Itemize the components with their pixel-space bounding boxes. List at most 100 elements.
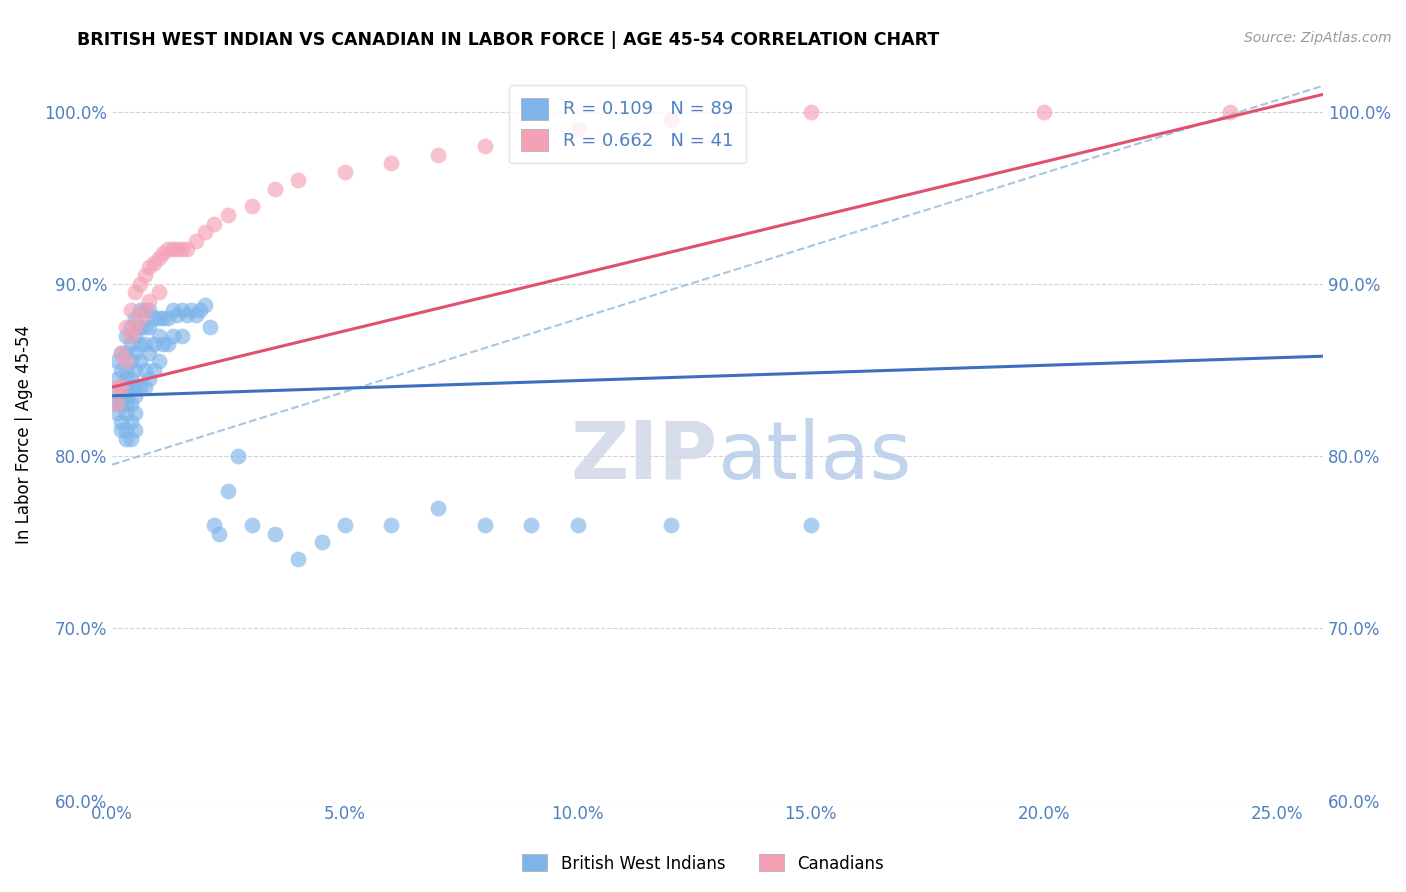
Point xyxy=(115,406,138,420)
Point xyxy=(134,363,156,377)
Point xyxy=(190,302,212,317)
Point xyxy=(170,302,193,317)
Point xyxy=(120,328,142,343)
Point xyxy=(138,294,160,309)
Point xyxy=(115,397,138,411)
Point xyxy=(120,415,142,429)
Point xyxy=(105,397,128,411)
Point xyxy=(120,354,142,368)
Point xyxy=(567,518,589,533)
Point xyxy=(180,302,202,317)
Point xyxy=(110,415,132,429)
Point xyxy=(115,432,138,446)
Point xyxy=(148,285,170,300)
Point xyxy=(129,380,152,394)
Point xyxy=(198,319,221,334)
Point xyxy=(184,308,207,322)
Y-axis label: In Labor Force | Age 45-54: In Labor Force | Age 45-54 xyxy=(15,325,32,544)
Point xyxy=(659,113,682,128)
Point xyxy=(142,363,165,377)
Point xyxy=(124,328,146,343)
Point xyxy=(1032,104,1054,119)
Point xyxy=(148,311,170,326)
Point xyxy=(176,308,198,322)
Point xyxy=(240,199,263,213)
Legend: R = 0.109   N = 89, R = 0.662   N = 41: R = 0.109 N = 89, R = 0.662 N = 41 xyxy=(509,85,745,163)
Point xyxy=(170,243,193,257)
Point xyxy=(124,363,146,377)
Point xyxy=(129,302,152,317)
Point xyxy=(264,526,287,541)
Point xyxy=(474,518,496,533)
Text: atlas: atlas xyxy=(717,417,912,496)
Point xyxy=(333,165,356,179)
Point xyxy=(204,518,226,533)
Point xyxy=(380,518,402,533)
Point xyxy=(156,311,179,326)
Point xyxy=(110,363,132,377)
Point xyxy=(105,354,128,368)
Point xyxy=(120,371,142,385)
Point xyxy=(142,256,165,270)
Point xyxy=(152,311,174,326)
Point xyxy=(142,337,165,351)
Point xyxy=(659,518,682,533)
Point xyxy=(124,380,146,394)
Point xyxy=(170,328,193,343)
Point xyxy=(120,319,142,334)
Point xyxy=(138,260,160,274)
Point xyxy=(138,319,160,334)
Point xyxy=(194,297,217,311)
Point xyxy=(287,173,309,187)
Point xyxy=(105,380,128,394)
Point xyxy=(134,302,156,317)
Point xyxy=(1219,104,1241,119)
Point xyxy=(162,302,184,317)
Point xyxy=(124,345,146,359)
Point xyxy=(115,345,138,359)
Point xyxy=(115,389,138,403)
Point xyxy=(427,500,450,515)
Point xyxy=(333,518,356,533)
Point xyxy=(162,243,184,257)
Point xyxy=(217,208,239,222)
Text: ZIP: ZIP xyxy=(571,417,717,496)
Point xyxy=(240,518,263,533)
Point xyxy=(105,389,128,403)
Point xyxy=(129,277,152,291)
Point xyxy=(142,311,165,326)
Point xyxy=(110,380,132,394)
Point xyxy=(156,337,179,351)
Point xyxy=(115,328,138,343)
Point xyxy=(110,345,132,359)
Point xyxy=(134,319,156,334)
Point xyxy=(120,380,142,394)
Point xyxy=(129,354,152,368)
Point xyxy=(134,337,156,351)
Point xyxy=(115,371,138,385)
Point xyxy=(115,363,138,377)
Point xyxy=(105,406,128,420)
Point xyxy=(124,406,146,420)
Point xyxy=(156,243,179,257)
Point xyxy=(184,234,207,248)
Point xyxy=(129,337,152,351)
Point xyxy=(148,328,170,343)
Point xyxy=(162,328,184,343)
Point xyxy=(129,319,152,334)
Point xyxy=(166,243,188,257)
Point xyxy=(152,245,174,260)
Point xyxy=(264,182,287,196)
Point xyxy=(226,449,249,463)
Point xyxy=(148,251,170,265)
Legend: British West Indians, Canadians: British West Indians, Canadians xyxy=(516,847,890,880)
Point xyxy=(166,308,188,322)
Point xyxy=(115,380,138,394)
Point xyxy=(138,345,160,359)
Point xyxy=(134,268,156,283)
Point xyxy=(124,311,146,326)
Point xyxy=(120,397,142,411)
Point xyxy=(134,380,156,394)
Point xyxy=(115,354,138,368)
Point xyxy=(124,319,146,334)
